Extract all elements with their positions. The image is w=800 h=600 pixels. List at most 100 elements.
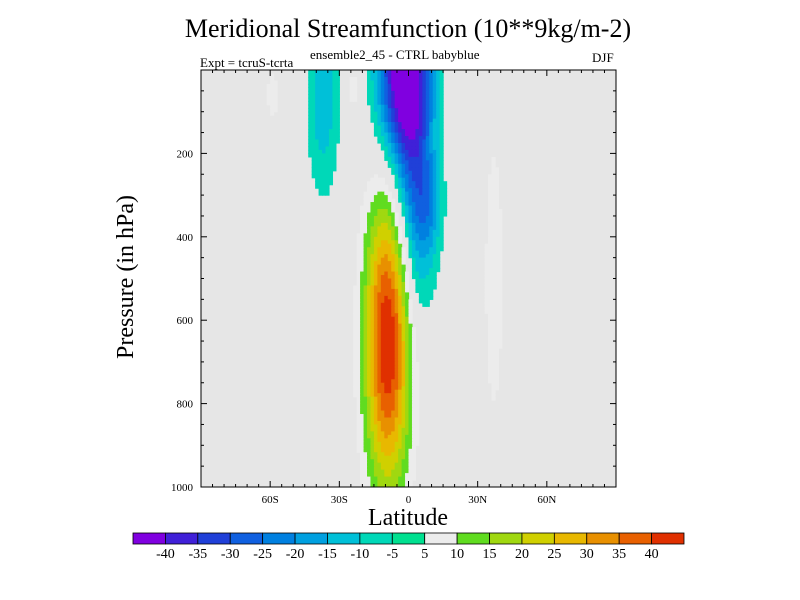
contour-cell [325,177,330,182]
contour-cell [398,334,403,339]
contour-cell [360,459,365,464]
contour-cell [332,142,337,148]
contour-cell [418,209,423,214]
contour-cell [349,83,354,88]
contour-cell [439,167,444,172]
contour-cell [367,327,372,332]
contour-cell [484,271,489,276]
contour-cell [384,202,389,207]
contour-cell [405,219,410,224]
contour-cell [498,302,503,307]
contour-cell [391,73,396,78]
contour-cell [408,94,413,99]
contour-cell [335,136,340,141]
contour-cell [391,236,396,241]
contour-cell [394,153,399,158]
contour-cell [408,427,413,432]
contour-cell [370,448,375,453]
contour-cell [401,73,406,78]
contour-cell [391,70,396,75]
contour-cell [436,87,441,92]
contour-cell [370,229,375,234]
contour-cell [356,389,361,394]
contour-cell [398,261,403,266]
contour-cell [325,156,330,161]
contour-cell [384,205,389,210]
contour-cell [311,160,316,165]
contour-cell [408,368,413,373]
contour-cell [398,101,403,106]
contour-cell [384,247,389,252]
contour-cell [494,358,500,363]
contour-cell [408,101,413,106]
contour-cell [391,375,396,380]
contour-cell [411,396,417,401]
contour-cell [401,473,406,478]
contour-cell [401,261,406,266]
contour-cell [405,361,410,366]
contour-cell [425,268,430,273]
contour-cell [418,247,423,252]
contour-cell [308,80,313,85]
contour-cell [432,170,437,175]
contour-cell [311,149,316,154]
contour-cell [398,233,403,238]
contour-cell [429,292,434,297]
contour-cell [415,424,420,429]
contour-cell [367,445,372,450]
contour-cell [411,250,417,255]
contour-cell [408,215,413,221]
contour-cell [328,76,334,82]
contour-cell [363,198,368,203]
contour-cell [377,94,382,99]
contour-cell [405,202,410,207]
contour-cell [432,219,437,224]
contour-cell [408,222,413,227]
contour-cell [488,215,493,221]
contour-cell [373,417,378,422]
contour-cell [422,261,427,266]
contour-cell [356,351,361,356]
contour-cell [394,101,399,106]
contour-cell [491,313,496,318]
contour-cell [391,76,396,82]
contour-cell [432,118,437,123]
contour-cell [488,184,493,189]
contour-cell [308,97,313,102]
contour-cell [363,292,368,297]
contour-cell [328,163,334,168]
contour-cell [405,459,410,464]
contour-cell [391,365,396,370]
contour-cell [377,115,382,120]
contour-cell [322,156,327,161]
contour-cell [408,354,413,360]
contour-cell [429,83,434,88]
contour-cell [377,407,382,412]
contour-cell [387,480,392,485]
contour-cell [270,94,275,99]
contour-cell [443,184,448,189]
contour-cell [418,146,423,151]
contour-cell [328,142,334,148]
contour-cell [394,278,399,283]
contour-cell [432,254,437,259]
contour-cell [408,424,413,429]
contour-cell [322,146,327,151]
contour-cell [398,97,403,102]
contour-cell [373,80,378,85]
colorbar-swatch [165,532,199,545]
contour-cell [380,122,385,127]
contour-cell [422,167,427,172]
contour-cell [491,191,496,196]
contour-cell [360,448,365,453]
contour-cell [491,250,496,255]
contour-cell [332,87,337,92]
contour-cell [405,212,410,217]
contour-cell [411,209,417,214]
contour-cell [353,351,358,356]
contour-cell [491,365,496,370]
contour-cell [370,292,375,297]
contour-cell [439,122,444,127]
contour-cell [384,73,389,78]
contour-cell [405,434,410,439]
